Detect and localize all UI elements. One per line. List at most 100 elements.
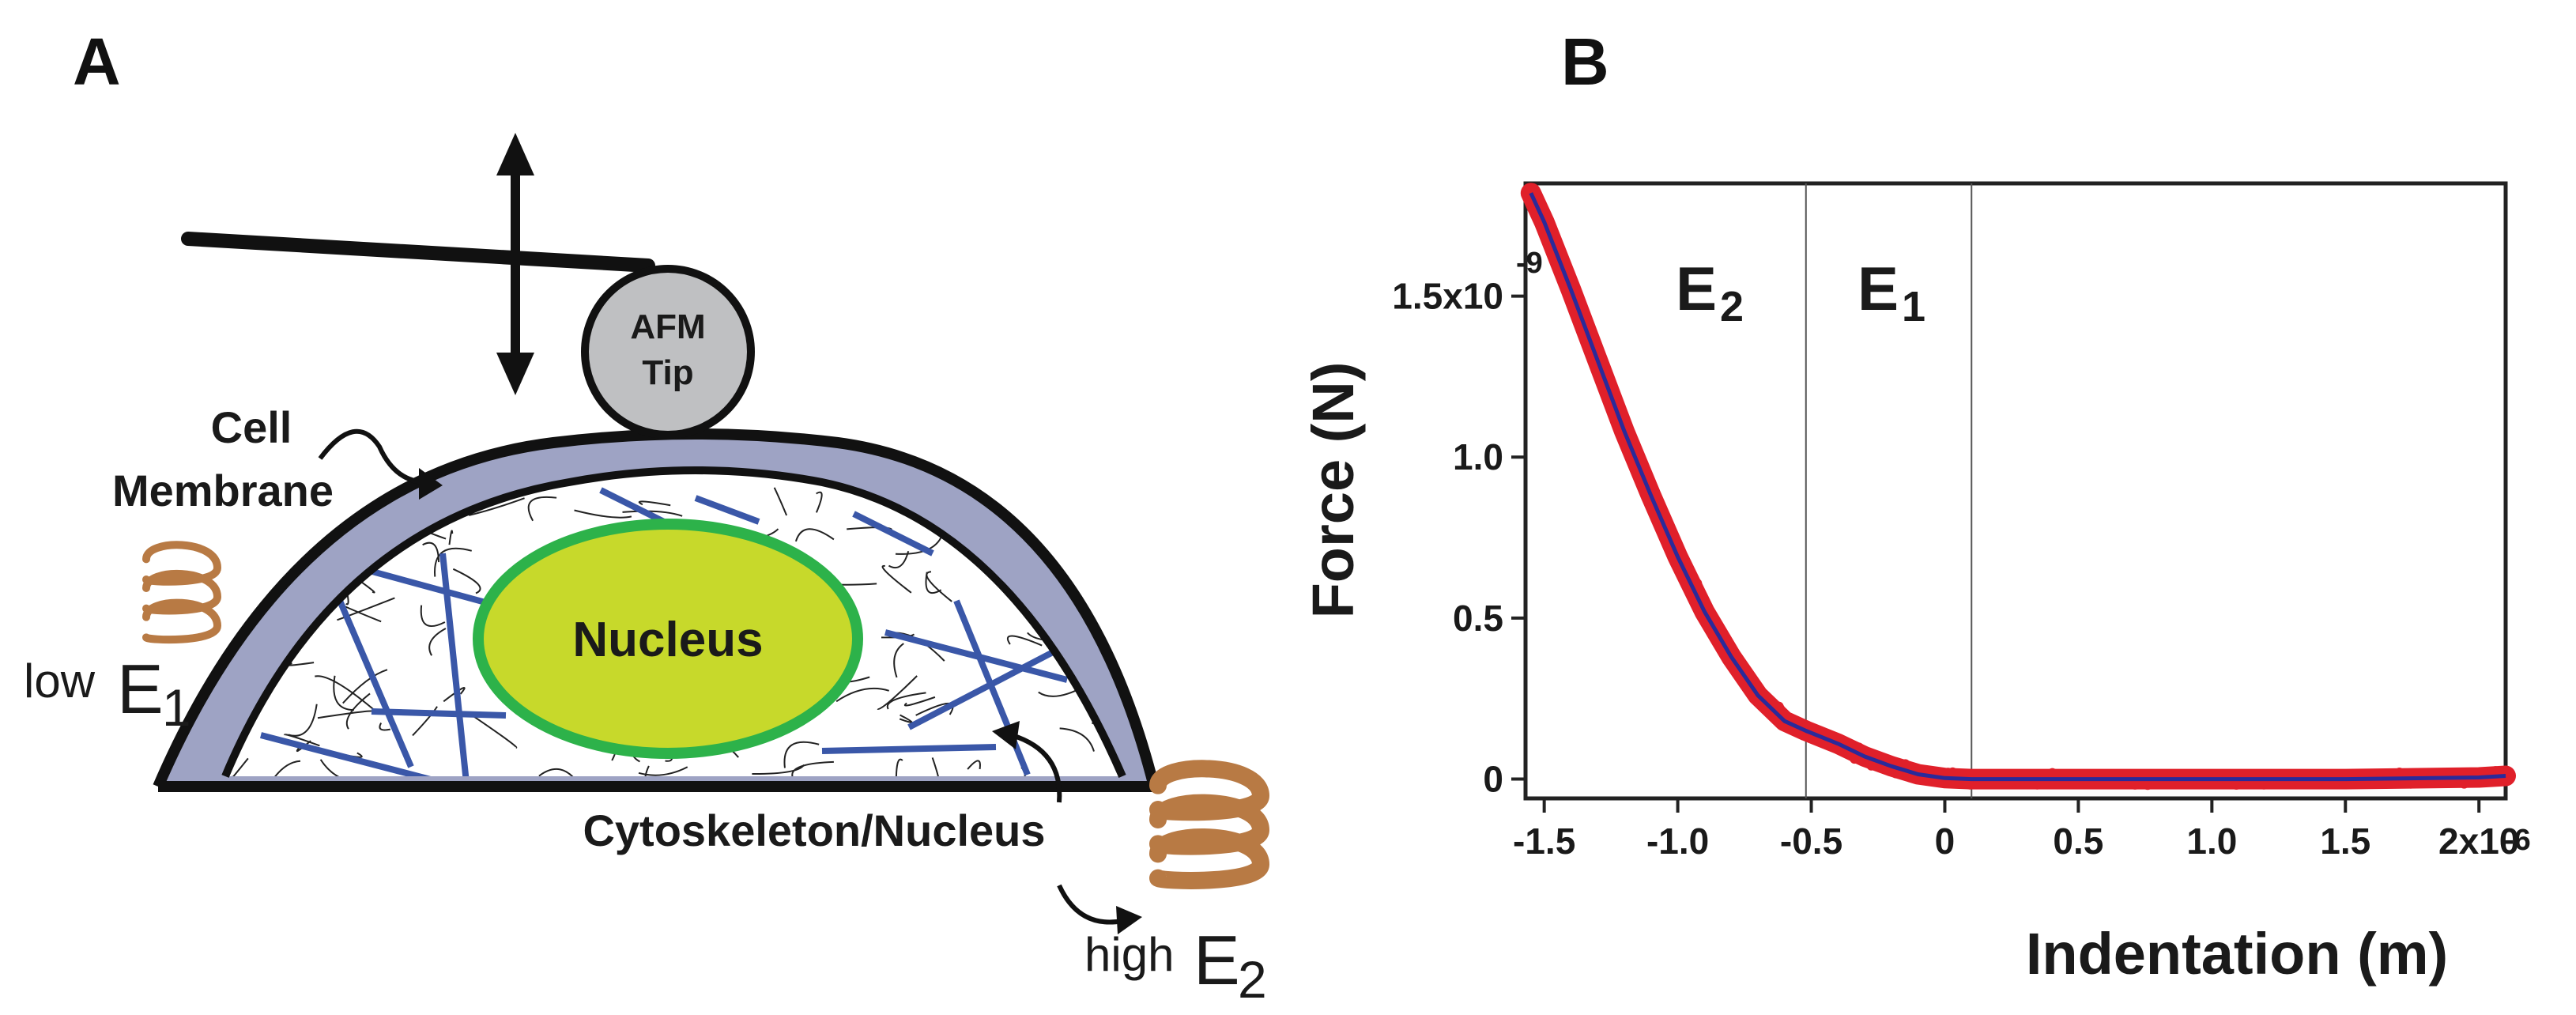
mesh-fiber xyxy=(266,760,301,776)
data-point xyxy=(2037,779,2047,789)
low-e1-subscript: 1 xyxy=(162,678,191,737)
cytoskeleton-label: Cytoskeleton/Nucleus xyxy=(583,806,1045,855)
data-point xyxy=(2152,769,2162,779)
x-tick-label: -1.5 xyxy=(1513,821,1575,862)
data-point xyxy=(1567,302,1577,312)
mesh-fiber xyxy=(452,568,481,594)
data-point xyxy=(1692,578,1703,588)
cytoskeleton-pointer-arrow-icon xyxy=(1011,733,1062,803)
mesh-fiber xyxy=(791,760,834,776)
mesh-fiber xyxy=(345,692,371,730)
x-tick-label: 2x10 xyxy=(2438,821,2519,862)
mesh-fiber xyxy=(1077,572,1122,591)
mesh-fiber xyxy=(379,723,391,731)
mesh-fiber xyxy=(229,757,249,776)
mesh-fiber xyxy=(317,710,372,719)
fit-line xyxy=(1529,192,2506,782)
mesh-fiber xyxy=(296,740,311,753)
region-e2-label: E xyxy=(1676,254,1717,323)
actin-filament xyxy=(259,732,444,776)
high-stiffness-spring-icon xyxy=(1149,760,1269,889)
mesh-fiber xyxy=(638,766,688,776)
mesh-fiber xyxy=(527,496,557,522)
x-tick-label: -0.5 xyxy=(1780,821,1842,862)
panel-a-diagram: Nucleus AFM Tip Cell Membrane low E 1 Cy… xyxy=(24,133,1269,1009)
mesh-fiber xyxy=(333,675,354,711)
cytoskeleton-pointer-arrowhead-icon xyxy=(992,721,1020,749)
region-e2-subscript: 2 xyxy=(1720,283,1744,330)
vertical-double-arrow-icon xyxy=(496,133,534,395)
data-point xyxy=(2143,780,2153,790)
actin-filament xyxy=(439,553,470,776)
mesh-fiber xyxy=(225,596,232,633)
region-e1-label: E xyxy=(1858,254,1899,323)
actin-filament xyxy=(821,744,997,754)
series-layer xyxy=(1520,183,2516,790)
mesh-fiber xyxy=(622,510,683,517)
actin-filament xyxy=(337,599,414,768)
data-point xyxy=(2070,779,2080,789)
high-spring-pointer-arrow-icon xyxy=(1057,884,1123,925)
y-axis-ticks: 0 0.5 1.0 1.5x10 xyxy=(1392,276,1526,800)
data-point xyxy=(2394,767,2404,777)
high-e2-symbol: E xyxy=(1194,921,1240,999)
mesh-fiber xyxy=(904,696,936,707)
mesh-fiber xyxy=(428,628,447,656)
y-exponent: -9 xyxy=(1516,247,1543,280)
mesh-fiber xyxy=(319,759,368,776)
data-point xyxy=(2091,770,2102,780)
data-point xyxy=(2259,779,2269,790)
mesh-fiber xyxy=(895,758,903,776)
mesh-fiber xyxy=(226,591,247,606)
mesh-fiber xyxy=(337,597,395,621)
mesh-fiber xyxy=(412,706,438,737)
mesh-fiber xyxy=(773,487,788,516)
mesh-fiber xyxy=(638,500,671,507)
x-exponent: -6 xyxy=(2504,824,2531,857)
x-axis-title: Indentation (m) xyxy=(2026,921,2448,987)
mesh-fiber xyxy=(574,509,632,519)
nucleus-label: Nucleus xyxy=(572,613,763,667)
data-point xyxy=(1581,309,1591,319)
low-stiffness-spring-icon xyxy=(142,541,221,644)
y-tick-label: 1.0 xyxy=(1453,436,1503,477)
mesh-fiber xyxy=(420,605,446,627)
data-point xyxy=(2459,779,2469,789)
x-axis-ticks: -1.5 -1.0 -0.5 0 0.5 1.0 1.5 2x10 xyxy=(1513,798,2519,862)
mesh-fiber xyxy=(1059,727,1095,752)
mesh-fiber xyxy=(434,547,472,577)
y-axis-title: Force (N) xyxy=(1300,362,1366,619)
mesh-fiber xyxy=(644,765,679,776)
data-point xyxy=(1965,779,1975,790)
panel-b-chart: -1.5 -1.0 -0.5 0 0.5 1.0 1.5 2x10 0 0.5 1.0 1.5x10… xyxy=(1300,181,2531,987)
data-point xyxy=(2130,779,2140,790)
data-point xyxy=(1850,754,1860,764)
y-tick-label: 0.5 xyxy=(1453,598,1503,639)
data-point xyxy=(2231,779,2242,790)
actin-filament xyxy=(694,495,760,525)
region-e1-subscript: 1 xyxy=(1902,283,1925,330)
mesh-fiber xyxy=(794,528,835,542)
data-point xyxy=(2476,768,2487,778)
data-point xyxy=(2406,779,2416,789)
mesh-fiber xyxy=(783,741,820,768)
high-spring-pointer-arrowhead-icon xyxy=(1116,906,1142,934)
data-point xyxy=(1993,779,2004,789)
mesh-fiber xyxy=(470,713,518,749)
afm-tip-label-line2: Tip xyxy=(642,353,693,392)
low-e1-symbol: E xyxy=(117,650,164,728)
plot-frame xyxy=(1523,181,2508,801)
actin-filament xyxy=(371,708,507,719)
x-tick-label: 0 xyxy=(1935,821,1956,862)
data-point xyxy=(1948,767,1958,777)
y-tick-label: 1.5x10 xyxy=(1392,276,1503,317)
membrane-pointer-arrowhead-icon xyxy=(419,468,443,500)
cell-membrane-inner-outline xyxy=(221,466,1126,778)
region-boundaries xyxy=(1805,183,1973,798)
mesh-fiber xyxy=(1052,506,1101,542)
mesh-fiber xyxy=(278,564,282,578)
high-e2-subscript: 2 xyxy=(1238,950,1267,1009)
mesh-fiber xyxy=(893,643,904,678)
mesh-fiber xyxy=(448,530,454,545)
